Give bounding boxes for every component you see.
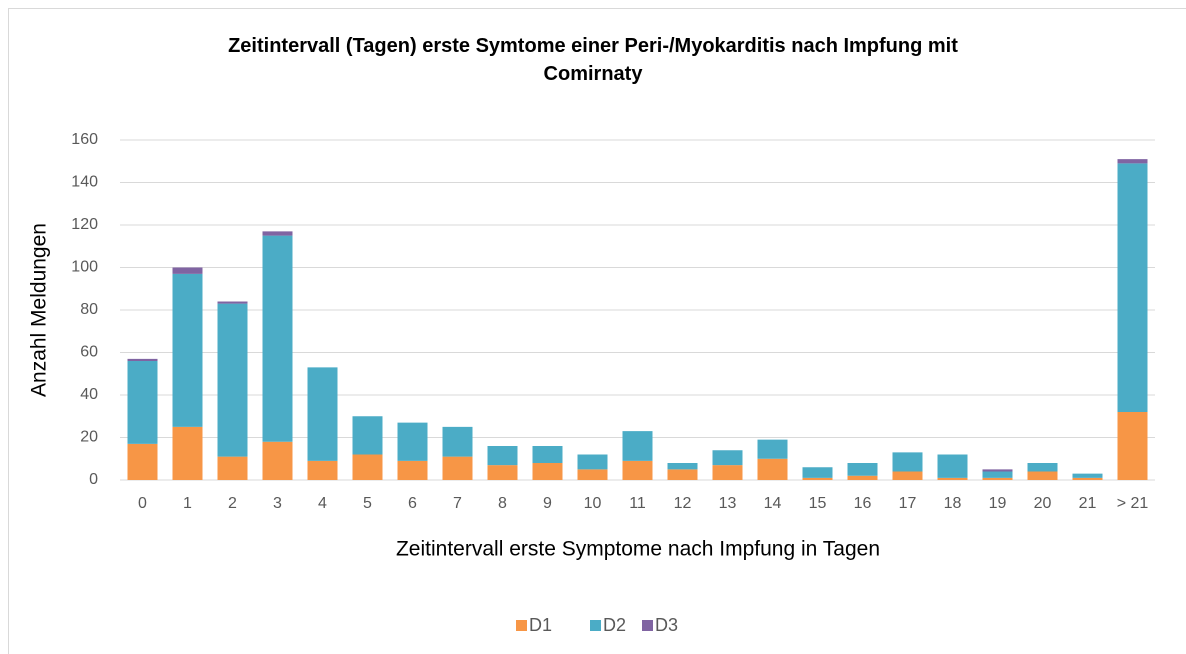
bar-segment (577, 454, 608, 470)
legend-swatch (590, 620, 601, 631)
y-tick-label: 0 (89, 471, 98, 488)
x-tick-label: 7 (453, 495, 462, 512)
y-tick-label: 80 (80, 301, 98, 318)
bar-segment (217, 301, 248, 304)
bar-segment (1117, 412, 1148, 480)
bar-segment (622, 460, 653, 480)
x-tick-label: 18 (944, 495, 962, 512)
bar-segment (172, 426, 203, 480)
bar-segment (1072, 477, 1103, 480)
bar-segment (577, 469, 608, 480)
legend-swatch (516, 620, 527, 631)
x-tick-label: 20 (1034, 495, 1052, 512)
bar-segment (982, 477, 1013, 480)
y-tick-label: 140 (71, 174, 98, 191)
bar-segment (1117, 159, 1148, 164)
bar-segment (127, 443, 158, 480)
x-tick-label: 1 (183, 495, 192, 512)
bar-segment (307, 460, 338, 480)
bar-segment (712, 450, 743, 466)
x-tick-label: 3 (273, 495, 282, 512)
x-tick-label: > 21 (1117, 495, 1149, 512)
bar-segment (892, 471, 923, 480)
bar-segment (1117, 163, 1148, 412)
bar-segment (937, 477, 968, 480)
bar-segment (847, 475, 878, 480)
bar-segment (442, 426, 473, 457)
x-tick-label: 17 (899, 495, 917, 512)
bar-segment (127, 361, 158, 444)
x-tick-label: 19 (989, 495, 1007, 512)
legend-label: D2 (603, 615, 626, 635)
bar-segment (262, 441, 293, 480)
y-tick-label: 20 (80, 429, 98, 446)
bar-segment (802, 467, 833, 478)
y-tick-label: 40 (80, 386, 98, 403)
x-tick-label: 14 (764, 495, 782, 512)
legend-label: D1 (529, 615, 552, 635)
y-tick-label: 60 (80, 344, 98, 361)
x-tick-label: 15 (809, 495, 827, 512)
bar-segment (127, 358, 158, 361)
x-tick-label: 10 (584, 495, 602, 512)
bar-segment (397, 422, 428, 461)
chart-title: Zeitintervall (Tagen) erste Symtome eine… (228, 35, 958, 85)
legend-swatch (642, 620, 653, 631)
bar-segment (892, 452, 923, 472)
bar-segment (397, 460, 428, 480)
bar-segment (622, 431, 653, 461)
bar-segment (172, 267, 203, 274)
bar-segment (1027, 471, 1058, 480)
y-tick-label: 100 (71, 259, 98, 276)
bar-segment (217, 456, 248, 480)
bar-segment (217, 303, 248, 457)
bar-segment (847, 463, 878, 476)
bar-segment (1072, 473, 1103, 478)
bar-segment (262, 235, 293, 442)
x-tick-label: 11 (629, 495, 646, 512)
legend-label: D3 (655, 615, 678, 635)
x-tick-label: 0 (138, 495, 147, 512)
bar-segment (442, 456, 473, 480)
chart-frame (8, 8, 1186, 654)
bar-segment (487, 465, 518, 480)
x-tick-label: 13 (719, 495, 737, 512)
x-tick-label: 2 (228, 495, 237, 512)
x-tick-label: 12 (674, 495, 692, 512)
bar-segment (1027, 463, 1058, 472)
bar-segment (532, 463, 563, 480)
bar-segment (262, 231, 293, 236)
bar-segment (937, 454, 968, 478)
x-tick-label: 6 (408, 495, 417, 512)
y-tick-label: 160 (71, 131, 98, 148)
x-tick-label: 5 (363, 495, 372, 512)
bar-segment (667, 463, 698, 470)
bar-segment (757, 439, 788, 459)
y-axis-label: Anzahl Meldungen (28, 223, 51, 397)
bar-segment (532, 446, 563, 463)
bar-segment (172, 273, 203, 427)
bar-segment (982, 471, 1013, 478)
bar-segment (982, 469, 1013, 472)
bar-segment (307, 367, 338, 461)
bar-segment (802, 477, 833, 480)
y-tick-label: 120 (71, 216, 98, 233)
x-tick-label: 16 (854, 495, 872, 512)
x-tick-label: 4 (318, 495, 327, 512)
x-axis-label: Zeitintervall erste Symptome nach Impfun… (396, 538, 880, 561)
bar-segment (757, 458, 788, 480)
bar-segment (487, 446, 518, 466)
bar-segment (667, 469, 698, 480)
x-tick-label: 21 (1079, 495, 1097, 512)
x-tick-label: 8 (498, 495, 507, 512)
bar-segment (352, 454, 383, 480)
bar-segment (712, 465, 743, 480)
x-tick-label: 9 (543, 495, 552, 512)
bar-segment (352, 416, 383, 455)
